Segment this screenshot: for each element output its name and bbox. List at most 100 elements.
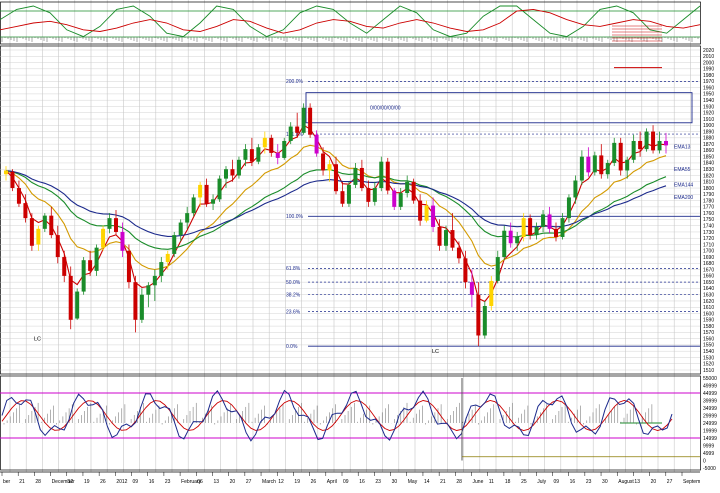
- y-tick-label: 1900: [703, 123, 714, 129]
- candle-body: [353, 167, 358, 185]
- fib-level-label: 23.6%: [286, 309, 301, 315]
- candle-body: [625, 159, 630, 171]
- candle-body: [392, 190, 397, 207]
- x-tick-label: 12: [278, 479, 284, 485]
- x-tick-label: 16: [359, 479, 365, 485]
- candle-body: [282, 140, 287, 158]
- y-tick-label: 1790: [703, 192, 714, 198]
- y-tick-label: 19999: [703, 428, 717, 434]
- candle-body: [359, 167, 364, 189]
- y-tick-label: 1910: [703, 117, 714, 123]
- y-tick-label: 1970: [703, 79, 714, 85]
- y-tick-label: 1640: [703, 286, 714, 292]
- low-marker-label: LC: [34, 337, 41, 343]
- candle-body: [165, 253, 170, 263]
- x-tick-label: 28: [456, 479, 462, 485]
- x-tick-label: 30: [602, 479, 608, 485]
- x-tick-label: 20: [230, 479, 236, 485]
- candle-body: [62, 257, 67, 276]
- candle-body: [139, 294, 144, 320]
- candle-body: [547, 214, 552, 229]
- x-tick-label: December: [52, 479, 75, 485]
- candle-body: [340, 191, 345, 204]
- candle-body: [541, 214, 546, 227]
- ema-label: EMA200: [674, 195, 693, 201]
- x-tick-label: 09: [133, 479, 139, 485]
- x-tick-label: ber: [3, 479, 11, 485]
- x-tick-label: 09: [343, 479, 349, 485]
- x-tick-label: 09: [553, 479, 559, 485]
- candle-body: [133, 282, 138, 320]
- candle-body: [586, 156, 591, 173]
- candle-body: [599, 155, 604, 175]
- candle-body: [644, 131, 649, 150]
- x-tick-label: 16: [149, 479, 155, 485]
- candle-body: [379, 161, 384, 189]
- candle-body: [4, 170, 8, 175]
- candle-body: [16, 188, 21, 204]
- y-tick-label: 2010: [703, 54, 714, 60]
- candle-body: [437, 226, 442, 246]
- y-tick-label: 1560: [703, 336, 714, 342]
- target-zone-label: 0/00/00/00/00: [370, 106, 401, 112]
- y-tick-label: 1690: [703, 255, 714, 261]
- y-tick-label: 1760: [703, 211, 714, 217]
- candle-body: [185, 213, 190, 223]
- candle-body: [152, 275, 157, 286]
- candle-body: [275, 152, 280, 158]
- candle-body: [295, 126, 300, 133]
- y-tick-label: 1530: [703, 355, 714, 361]
- panel-frame: [0, 45, 701, 375]
- candle-body: [159, 262, 164, 276]
- y-tick-label: 49999: [703, 383, 717, 389]
- candle-body: [211, 199, 216, 204]
- candle-body: [657, 140, 662, 151]
- y-tick-label: 1570: [703, 330, 714, 336]
- fib-level-label: 38.2%: [286, 293, 301, 299]
- y-tick-label: 24999: [703, 421, 717, 427]
- candle-body: [198, 184, 203, 198]
- candle-body: [431, 205, 436, 227]
- panel-frame: [0, 375, 701, 471]
- y-tick-label: 1920: [703, 111, 714, 117]
- osc-top-series-line: [0, 5, 701, 38]
- candle-body: [308, 107, 313, 135]
- fib-level-label: 0.0%: [286, 344, 298, 350]
- y-tick-label: 1830: [703, 167, 714, 173]
- candle-body: [463, 258, 468, 283]
- candle-body: [94, 247, 99, 271]
- candle-body: [146, 285, 151, 295]
- candle-body: [10, 171, 15, 189]
- x-tick-label: May: [408, 479, 418, 485]
- candle-body: [256, 147, 261, 162]
- candle-body: [224, 169, 228, 179]
- y-tick-label: 39999: [703, 398, 717, 404]
- candle-body: [489, 280, 494, 306]
- candle-body: [566, 197, 571, 219]
- candle-body: [482, 306, 487, 336]
- candle-body: [301, 107, 306, 133]
- candle-body: [450, 230, 455, 248]
- osc-top-series-line: [0, 8, 701, 34]
- y-tick-label: 34999: [703, 406, 717, 412]
- x-tick-label: 18: [505, 479, 511, 485]
- y-tick-label: 1580: [703, 324, 714, 330]
- target-zone-box: [305, 92, 693, 124]
- candle-body: [172, 235, 177, 254]
- candle-body: [346, 184, 351, 204]
- y-tick-label: 55000: [703, 376, 717, 382]
- candle-body: [49, 215, 54, 236]
- x-tick-label: 11: [489, 479, 494, 485]
- x-tick-label: 19: [294, 479, 300, 485]
- y-tick-label: 9999: [703, 443, 714, 449]
- candle-body: [42, 215, 47, 229]
- candle-body: [36, 228, 41, 245]
- candle-body: [126, 250, 131, 283]
- x-tick-label: July: [537, 479, 546, 485]
- candle-body: [236, 159, 241, 176]
- candle-body: [411, 181, 416, 201]
- candle-body: [573, 180, 578, 198]
- y-tick-label: 4999: [703, 451, 714, 457]
- candle-body: [81, 260, 86, 292]
- candle-body: [55, 235, 60, 258]
